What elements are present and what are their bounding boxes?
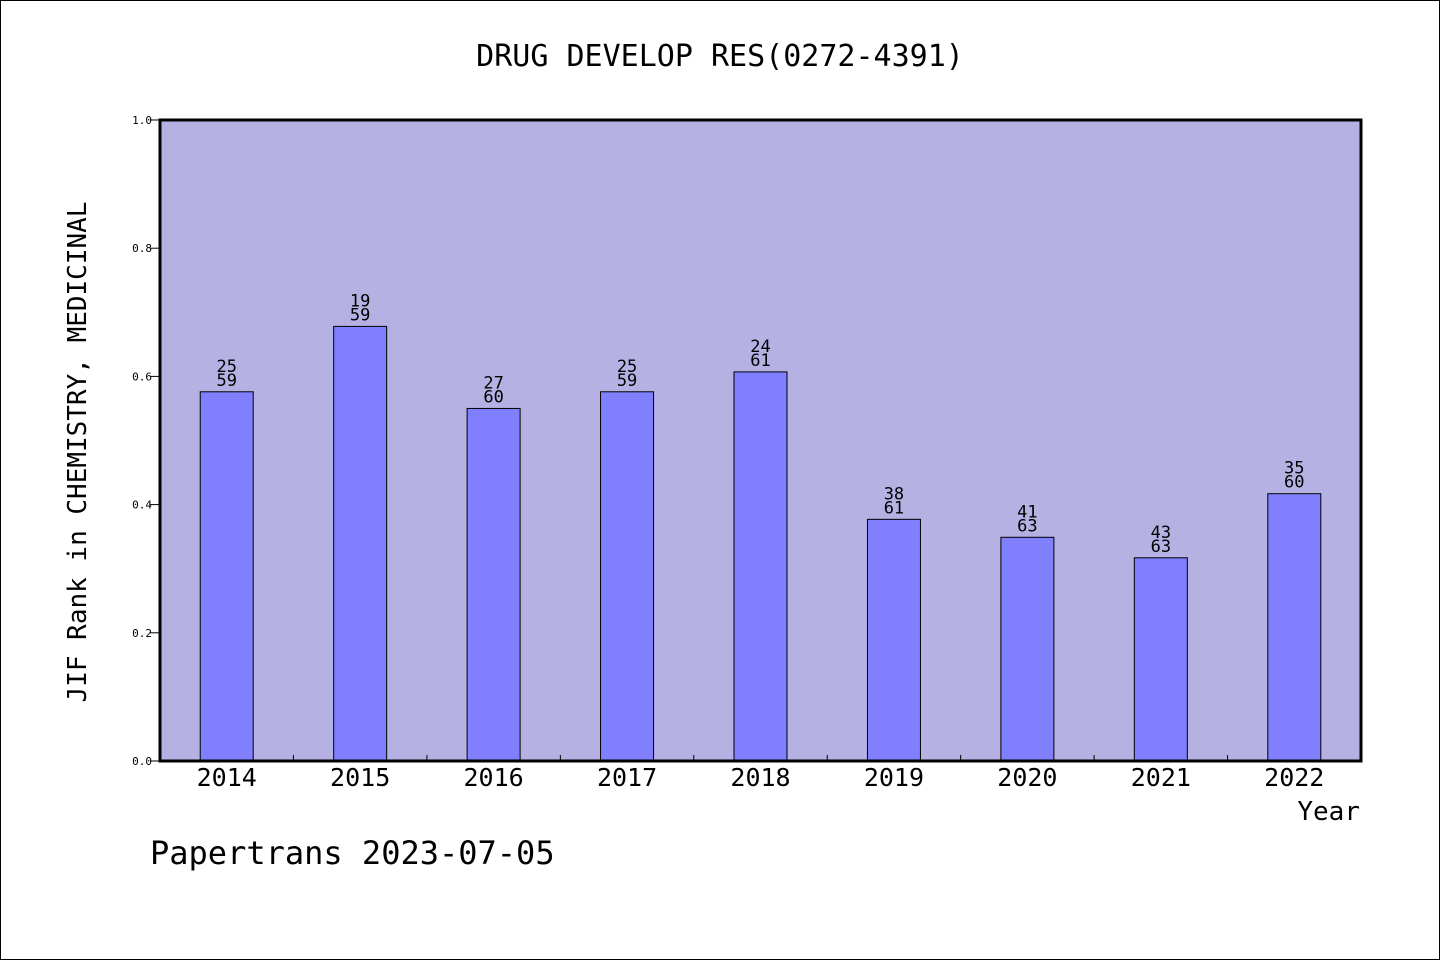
bar-label-total-2016: 60 (483, 387, 503, 407)
bar-label-rank-2014: 25 (216, 357, 236, 377)
bar-2017 (600, 391, 655, 762)
bar-2019 (866, 518, 921, 762)
bar-2015 (333, 325, 388, 762)
x-tick-label-2015: 2015 (330, 763, 390, 792)
bar-2022 (1267, 493, 1322, 762)
bar-label-rank-2017: 25 (617, 357, 637, 377)
bar-label-rank-2022: 35 (1284, 459, 1304, 479)
bar-label-total-2018: 61 (750, 351, 770, 371)
bar-label-rank-2021: 43 (1151, 523, 1171, 543)
y-tick-label: 0.4 (132, 499, 152, 512)
x-axis-label: Year (1297, 797, 1360, 827)
x-tick-label-2019: 2019 (864, 763, 924, 792)
y-tick-label: 0.8 (132, 242, 152, 255)
x-tick-label-2018: 2018 (730, 763, 790, 792)
bar-label-rank-2015: 19 (350, 291, 370, 311)
x-axis: 2014 2015 2016 2017 2018 2019 2020 2021 2022 (197, 755, 1324, 792)
bar-2021 (1133, 557, 1188, 762)
y-tick-label: 0.0 (132, 755, 152, 768)
bar-label-rank-2018: 24 (750, 337, 770, 357)
x-tick-label-2022: 2022 (1264, 763, 1324, 792)
plot-border (158, 118, 1363, 763)
bar-label-rank-2019: 38 (884, 484, 904, 504)
bar-label-total-2021: 63 (1151, 537, 1171, 557)
bar-2016 (466, 407, 521, 762)
bar-label-total-2022: 60 (1284, 473, 1304, 493)
x-tick-label-2016: 2016 (464, 763, 524, 792)
y-axis-label: JIF Rank in CHEMISTRY, MEDICINAL (63, 202, 93, 703)
x-tick-label-2017: 2017 (597, 763, 657, 792)
bar-label-total-2020: 63 (1017, 516, 1037, 536)
y-tick-label: 0.6 (132, 370, 152, 383)
bar-2020 (1000, 536, 1055, 762)
bar-label-total-2015: 59 (350, 305, 370, 325)
x-tick-label-2014: 2014 (197, 763, 257, 792)
bar-label-rank-2020: 41 (1017, 502, 1037, 522)
bar-label-rank-2016: 27 (483, 373, 503, 393)
bar-label-total-2019: 61 (884, 498, 904, 518)
y-axis: 0.0 0.2 0.4 0.6 0.8 1.0 (132, 114, 160, 768)
bar-2014 (199, 391, 254, 762)
y-tick-label: 0.2 (132, 627, 152, 640)
y-tick-label: 1.0 (132, 114, 152, 127)
bars-group (199, 325, 1322, 762)
x-tick-label-2020: 2020 (997, 763, 1057, 792)
bar-2018 (733, 371, 788, 762)
bar-label-total-2014: 59 (216, 371, 236, 391)
x-tick-label-2021: 2021 (1131, 763, 1191, 792)
footer-watermark: Papertrans 2023-07-05 (150, 834, 555, 872)
chart-title: DRUG DEVELOP RES(0272-4391) (476, 39, 964, 74)
bar-label-total-2017: 59 (617, 371, 637, 391)
